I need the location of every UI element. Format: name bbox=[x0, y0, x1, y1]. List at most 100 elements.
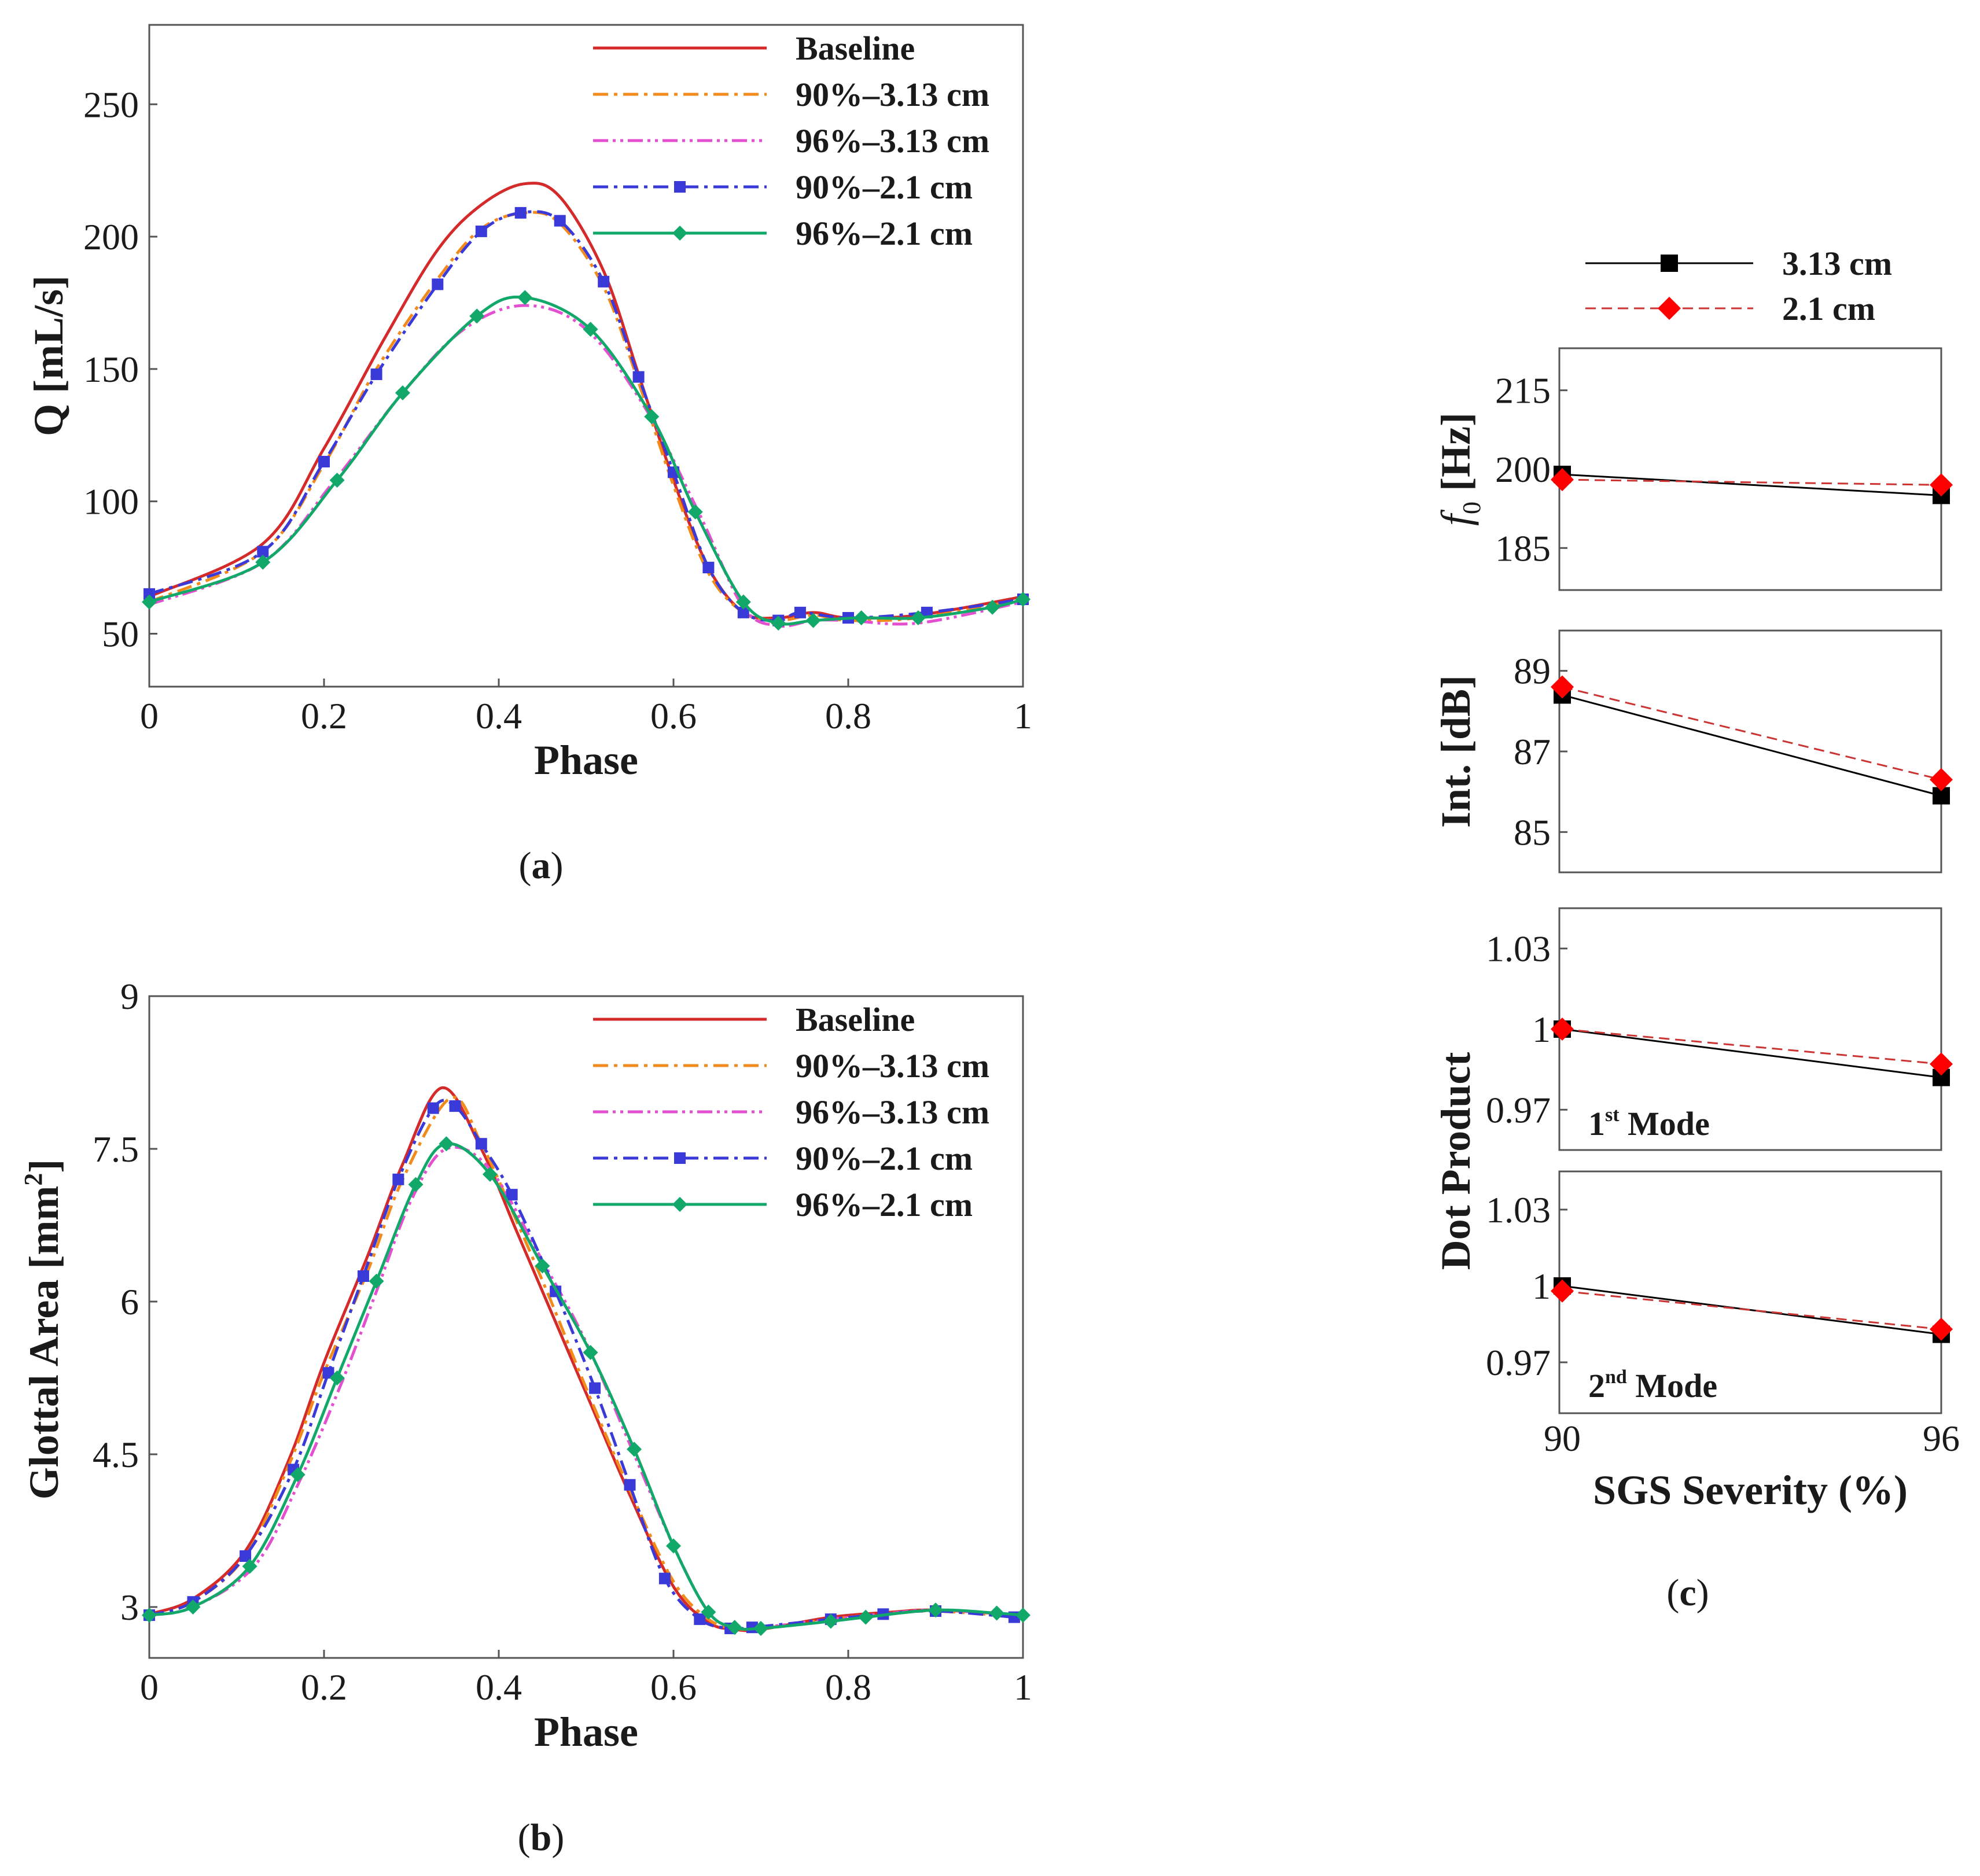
y-tick-label: 0.97 bbox=[1486, 1089, 1551, 1130]
marker-96-2-1-cm bbox=[735, 594, 751, 610]
legend-marker-90-2-1-cm bbox=[674, 181, 686, 193]
marker-90-2-1-cm bbox=[589, 1382, 601, 1394]
marker-90-2-1-cm bbox=[318, 456, 330, 468]
y-tick-label: 215 bbox=[1495, 370, 1551, 411]
marker-96-2-1-cm bbox=[535, 1258, 550, 1274]
mode2-annotation: 2nd Mode bbox=[1588, 1366, 1717, 1405]
y-tick-label: 87 bbox=[1514, 731, 1551, 772]
series-line-2-1-cm bbox=[1562, 686, 1942, 781]
legend: Baseline 90%–3.13 cm 96%–3.13 cm 90%–2.1 cm… bbox=[593, 1001, 989, 1223]
marker-96-2-1-cm bbox=[482, 1167, 498, 1182]
marker-96-2-1-cm bbox=[771, 615, 786, 631]
marker-2-1-cm bbox=[1930, 1317, 1953, 1341]
y-axis-label: Q [mL/s] bbox=[25, 275, 72, 436]
y-tick-label: 200 bbox=[1495, 449, 1551, 490]
marker-96-2-1-cm bbox=[823, 1613, 838, 1629]
caption-b: (b) bbox=[518, 1816, 565, 1859]
f0-panel: 185 200 215 f0 [Hz] bbox=[1433, 347, 1953, 591]
x-tick-label: 0.4 bbox=[476, 1667, 522, 1708]
y-tick-label: 1.03 bbox=[1486, 1189, 1551, 1230]
marker-90-2-1-cm bbox=[392, 1173, 404, 1185]
series-line-90-3-13-cm bbox=[148, 211, 1024, 622]
y-tick-label: 9 bbox=[120, 976, 139, 1017]
y-tick-label: 6 bbox=[120, 1281, 139, 1322]
marker-96-2-1-cm bbox=[142, 1608, 157, 1623]
legend-label-90-3-13-cm: 90%–3.13 cm bbox=[796, 76, 989, 113]
plot-frame bbox=[148, 24, 1024, 688]
marker-96-2-1-cm bbox=[910, 610, 926, 626]
marker-90-2-1-cm bbox=[240, 1550, 252, 1562]
legend-marker-96-2-1-cm bbox=[672, 226, 687, 241]
y-tick-label: 7.5 bbox=[93, 1129, 139, 1170]
marker-90-2-1-cm bbox=[475, 225, 487, 237]
marker-96-2-1-cm bbox=[242, 1558, 257, 1574]
marker-96-2-1-cm bbox=[666, 1538, 681, 1554]
marker-96-2-1-cm bbox=[928, 1602, 943, 1618]
intensity-panel: 85 87 89 Int. [dB] bbox=[1433, 629, 1953, 873]
y-tick-label: 150 bbox=[83, 349, 139, 390]
marker-90-2-1-cm bbox=[475, 1138, 487, 1150]
legend-marker-2-1-cm bbox=[1658, 297, 1681, 320]
y-tick-label: 50 bbox=[102, 613, 139, 654]
marker-2-1-cm bbox=[1930, 473, 1953, 497]
series-line-3-13-cm bbox=[1562, 473, 1942, 496]
marker-96-2-1-cm bbox=[583, 1345, 598, 1360]
x-tick-label: 0.6 bbox=[650, 1667, 697, 1708]
marker-96-2-1-cm bbox=[439, 1136, 454, 1152]
marker-96-2-1-cm bbox=[644, 409, 660, 425]
marker-2-1-cm bbox=[1551, 1018, 1574, 1041]
x-tick-label: 0 bbox=[140, 695, 159, 736]
legend-label-3-13-cm: 3.13 cm bbox=[1782, 245, 1892, 282]
marker-96-2-1-cm bbox=[408, 1177, 424, 1192]
series-line-3-13-cm bbox=[1562, 1285, 1942, 1336]
x-tick-label: 0.2 bbox=[301, 1667, 347, 1708]
series-line-3-13-cm bbox=[1562, 1028, 1942, 1079]
legend-label-90-2-1-cm: 90%–2.1 cm bbox=[796, 168, 973, 206]
legend-label-baseline: Baseline bbox=[796, 30, 915, 67]
x-tick-label: 1 bbox=[1014, 695, 1032, 736]
y-tick-label: 185 bbox=[1495, 528, 1551, 569]
plot-frame bbox=[148, 995, 1024, 1659]
y-tick-label: 0.97 bbox=[1486, 1342, 1551, 1383]
legend-label-90-3-13-cm: 90%–3.13 cm bbox=[796, 1047, 989, 1085]
series-line-2-1-cm bbox=[1562, 478, 1942, 486]
legend: 3.13 cm 2.1 cm bbox=[1585, 245, 1892, 327]
legend-marker-3-13-cm bbox=[1661, 255, 1678, 272]
legend-label-96-3-13-cm: 96%–3.13 cm bbox=[796, 1093, 989, 1131]
marker-90-2-1-cm bbox=[427, 1102, 439, 1114]
legend-marker-90-2-1-cm bbox=[674, 1152, 686, 1164]
marker-96-2-1-cm bbox=[727, 1620, 742, 1635]
x-tick-label: 96 bbox=[1923, 1418, 1960, 1459]
x-tick-label: 0.8 bbox=[825, 1667, 871, 1708]
marker-96-2-1-cm bbox=[687, 504, 703, 519]
marker-96-2-1-cm bbox=[1015, 591, 1031, 607]
mode2-dot-product-panel: 0.97 1 1.03 2nd Mode bbox=[1486, 1170, 1953, 1414]
marker-96-2-1-cm bbox=[989, 1605, 1004, 1621]
marker-90-2-1-cm bbox=[370, 368, 382, 381]
marker-96-2-1-cm bbox=[142, 594, 157, 610]
tick-group: 185 200 215 bbox=[1495, 370, 1567, 569]
legend-label-96-2-1-cm: 96%–2.1 cm bbox=[796, 1186, 973, 1223]
tick-group: 85 87 89 bbox=[1514, 651, 1567, 853]
y-tick-label: 200 bbox=[83, 216, 139, 257]
series-line-96-2-1-cm bbox=[149, 296, 1024, 626]
marker-96-2-1-cm bbox=[858, 1609, 874, 1625]
marker-90-2-1-cm bbox=[624, 1479, 636, 1491]
marker-90-2-1-cm bbox=[514, 207, 527, 219]
marker-96-2-1-cm bbox=[701, 1604, 716, 1620]
y-tick-label: 1.03 bbox=[1486, 928, 1551, 970]
series-group bbox=[1551, 1277, 1953, 1343]
tick-group: 0.97 1 1.03 bbox=[1486, 1189, 1567, 1383]
series-line-3-13-cm bbox=[1562, 694, 1942, 797]
marker-96-2-1-cm bbox=[583, 322, 598, 337]
marker-96-2-1-cm bbox=[753, 1620, 768, 1636]
series-group bbox=[142, 182, 1031, 631]
marker-90-2-1-cm bbox=[694, 1613, 706, 1626]
y-tick-label: 89 bbox=[1514, 651, 1551, 692]
y-tick-label: 3 bbox=[120, 1587, 139, 1628]
series-line-90-2-1-cm bbox=[149, 210, 1024, 622]
x-tick-group: 90 96 bbox=[1544, 1418, 1960, 1459]
y-axis-label: Glottal Area [mm2] bbox=[19, 1159, 67, 1500]
marker-90-2-1-cm bbox=[632, 371, 645, 383]
marker-2-1-cm bbox=[1551, 1279, 1574, 1303]
